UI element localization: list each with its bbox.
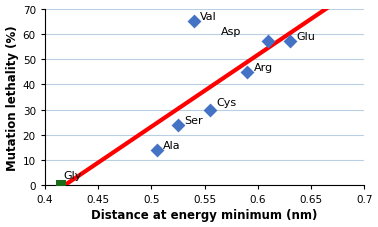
- Point: [287, 40, 293, 44]
- Text: Glu: Glu: [296, 32, 315, 42]
- Y-axis label: Mutation lethality (%): Mutation lethality (%): [6, 25, 19, 170]
- Point: [175, 123, 181, 127]
- Text: Ser: Ser: [184, 115, 203, 125]
- Text: Gly: Gly: [63, 170, 81, 180]
- Text: Ala: Ala: [163, 140, 181, 150]
- X-axis label: Distance at energy minimum (nm): Distance at energy minimum (nm): [91, 209, 318, 222]
- Point: [207, 108, 213, 112]
- Point: [153, 148, 160, 152]
- Text: Val: Val: [200, 12, 217, 22]
- Text: Arg: Arg: [254, 62, 273, 72]
- Point: [265, 40, 271, 44]
- Text: Cys: Cys: [216, 98, 236, 108]
- Point: [191, 20, 197, 24]
- Text: Asp: Asp: [220, 27, 241, 37]
- Point: [244, 71, 250, 74]
- Point: [58, 184, 64, 187]
